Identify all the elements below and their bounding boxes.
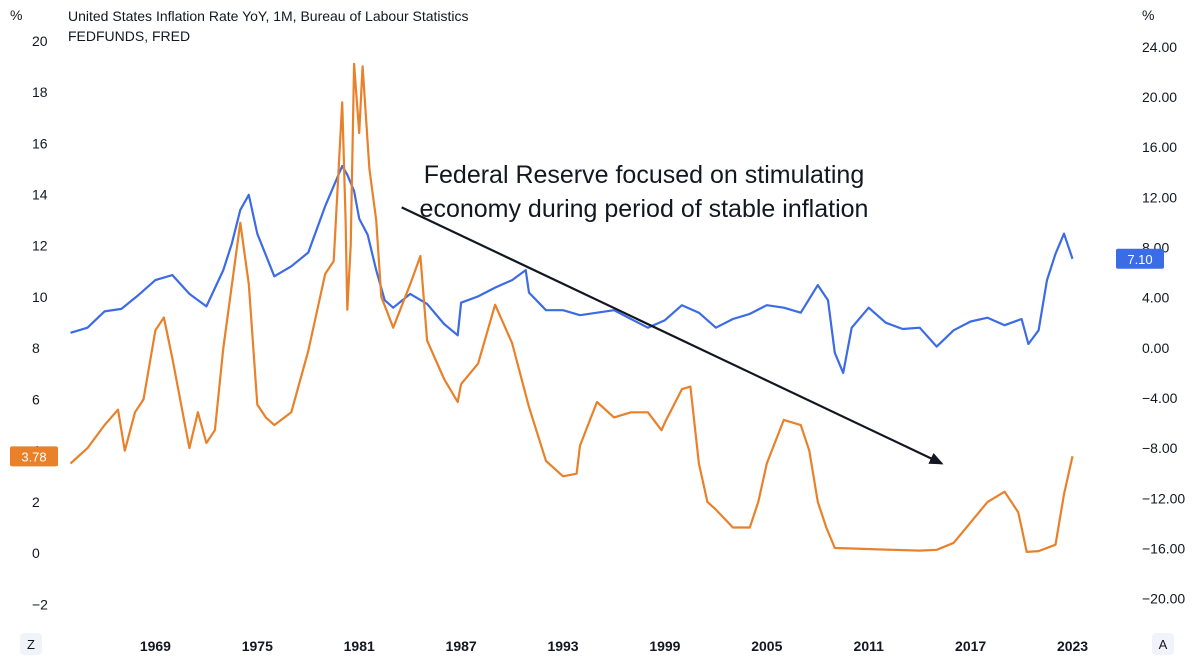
left-axis-tick-label: 0 bbox=[32, 545, 40, 561]
right-axis-tick-label: 20.00 bbox=[1142, 89, 1177, 105]
right-axis-tick-label: −8.00 bbox=[1142, 440, 1178, 456]
right-axis-tick-label: −4.00 bbox=[1142, 390, 1178, 406]
right-axis-tick-label: 12.00 bbox=[1142, 189, 1177, 205]
left-axis-tick-label: 20 bbox=[32, 33, 48, 49]
auto-scale-z-button[interactable]: Z bbox=[20, 633, 42, 655]
x-axis-tick-label: 1987 bbox=[446, 638, 477, 654]
series-line-inflation bbox=[70, 164, 1074, 374]
series-group bbox=[69, 62, 1074, 554]
auto-scale-a-button[interactable]: A bbox=[1152, 633, 1174, 655]
right-axis-tick-label: 0.00 bbox=[1142, 340, 1169, 356]
annotation-text-line-1: Federal Reserve focused on stimulating bbox=[424, 161, 865, 189]
last-value-badge: 7.10 bbox=[1127, 252, 1152, 267]
chart-title-line-1: United States Inflation Rate YoY, 1M, Bu… bbox=[68, 8, 469, 24]
left-axis-unit: % bbox=[10, 7, 22, 23]
left-axis-tick-label: 10 bbox=[32, 289, 48, 305]
last-value-badge: 3.78 bbox=[21, 449, 46, 464]
left-axis-tick-label: 14 bbox=[32, 187, 48, 203]
chart-title: United States Inflation Rate YoY, 1M, Bu… bbox=[68, 8, 469, 44]
right-axis-tick-label: −16.00 bbox=[1142, 540, 1185, 556]
right-axis-tick-label: −12.00 bbox=[1142, 490, 1185, 506]
chart-title-line-2: FEDFUNDS, FRED bbox=[68, 28, 190, 44]
left-axis-tick-label: 16 bbox=[32, 135, 48, 151]
left-axis-tick-label: −2 bbox=[32, 596, 48, 612]
annotation-arrow bbox=[401, 206, 944, 465]
x-axis: 1969 1975 1981 1987 1993 1999 2005 2011 2017 2023 bbox=[140, 638, 1088, 654]
x-axis-tick-label: 2011 bbox=[854, 638, 885, 654]
last-value-badges: 7.10 3.78 bbox=[10, 248, 1164, 467]
left-axis-tick-label: 18 bbox=[32, 84, 48, 100]
x-axis-tick-label: 1969 bbox=[140, 638, 171, 654]
x-axis-tick-label: 1975 bbox=[242, 638, 273, 654]
left-axis: 20181614121086420−2 bbox=[32, 33, 48, 613]
left-axis-tick-label: 12 bbox=[32, 238, 48, 254]
x-axis-tick-label: 1981 bbox=[344, 638, 375, 654]
left-axis-tick-label: 2 bbox=[32, 494, 40, 510]
right-axis: 24.0020.0016.0012.008.004.000.00−4.00−8.… bbox=[1142, 39, 1185, 607]
right-axis-unit: % bbox=[1142, 7, 1154, 23]
right-axis-tick-label: −20.00 bbox=[1142, 591, 1185, 607]
last-value-badge-bg bbox=[1116, 248, 1164, 269]
annotation-text-line-2: economy during period of stable inflatio… bbox=[420, 195, 869, 223]
right-axis-tick-label: 24.00 bbox=[1142, 39, 1177, 55]
x-axis-tick-label: 2017 bbox=[955, 638, 986, 654]
x-axis-tick-label: 2005 bbox=[751, 638, 782, 654]
right-axis-tick-label: 16.00 bbox=[1142, 139, 1177, 155]
annotation: Federal Reserve focused on stimulating e… bbox=[401, 161, 944, 465]
x-axis-tick-label: 2023 bbox=[1057, 638, 1088, 654]
series-line-fedfunds bbox=[69, 62, 1074, 554]
x-axis-tick-label: 1999 bbox=[649, 638, 680, 654]
left-axis-tick-label: 8 bbox=[32, 340, 40, 356]
right-axis-tick-label: 4.00 bbox=[1142, 290, 1169, 306]
left-axis-tick-label: 6 bbox=[32, 391, 40, 407]
last-value-badge-bg bbox=[10, 446, 58, 467]
x-axis-tick-label: 1993 bbox=[547, 638, 578, 654]
